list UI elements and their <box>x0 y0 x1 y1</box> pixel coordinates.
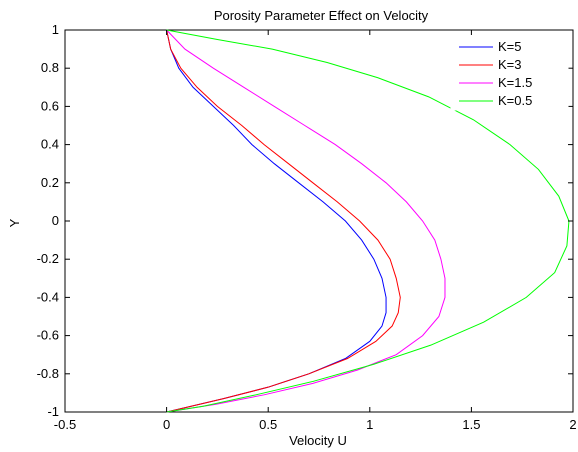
legend-label-2: K=1.5 <box>498 75 532 90</box>
x-tick-label-2: 0.5 <box>259 417 277 432</box>
x-tick-label-1: 0 <box>163 417 170 432</box>
x-tick-label-3: 1 <box>366 417 373 432</box>
y-tick-label-3: -0.4 <box>37 289 59 304</box>
y-tick-label-6: 0.2 <box>41 175 59 190</box>
x-tick-label-5: 2 <box>569 417 576 432</box>
y-tick-label-2: -0.6 <box>37 328 59 343</box>
legend: K=5 K=3 K=1.5 K=0.5 <box>450 35 569 111</box>
legend-label-3: K=0.5 <box>498 93 532 108</box>
y-tick-label-7: 0.4 <box>41 137 59 152</box>
y-tick-label-4: -0.2 <box>37 251 59 266</box>
series-line-1 <box>166 29 401 413</box>
x-tick-label-4: 1.5 <box>462 417 480 432</box>
legend-label-1: K=3 <box>498 57 522 72</box>
y-tick-label-5: 0 <box>52 213 59 228</box>
y-tick-label-9: 0.8 <box>41 60 59 75</box>
ticks-layer: -0.5 0 0.5 1 1.5 2 -1 -0.8 -0.6 -0.4 -0.2 0 0.2 0.4 0.… <box>37 22 577 432</box>
y-tick-label-10: 1 <box>52 22 59 37</box>
y-axis-label: Y <box>7 218 22 227</box>
legend-box <box>450 35 569 111</box>
legend-label-0: K=5 <box>498 39 522 54</box>
legend-items: K=5 K=3 K=1.5 K=0.5 <box>459 39 532 108</box>
x-tick-label-0: -0.5 <box>54 417 76 432</box>
y-tick-label-8: 0.6 <box>41 98 59 113</box>
series-line-2 <box>166 29 446 413</box>
x-axis-label: Velocity U <box>289 433 347 448</box>
chart-title: Porosity Parameter Effect on Velocity <box>214 8 429 23</box>
y-tick-label-1: -0.8 <box>37 366 59 381</box>
y-tick-label-0: -1 <box>47 404 59 419</box>
